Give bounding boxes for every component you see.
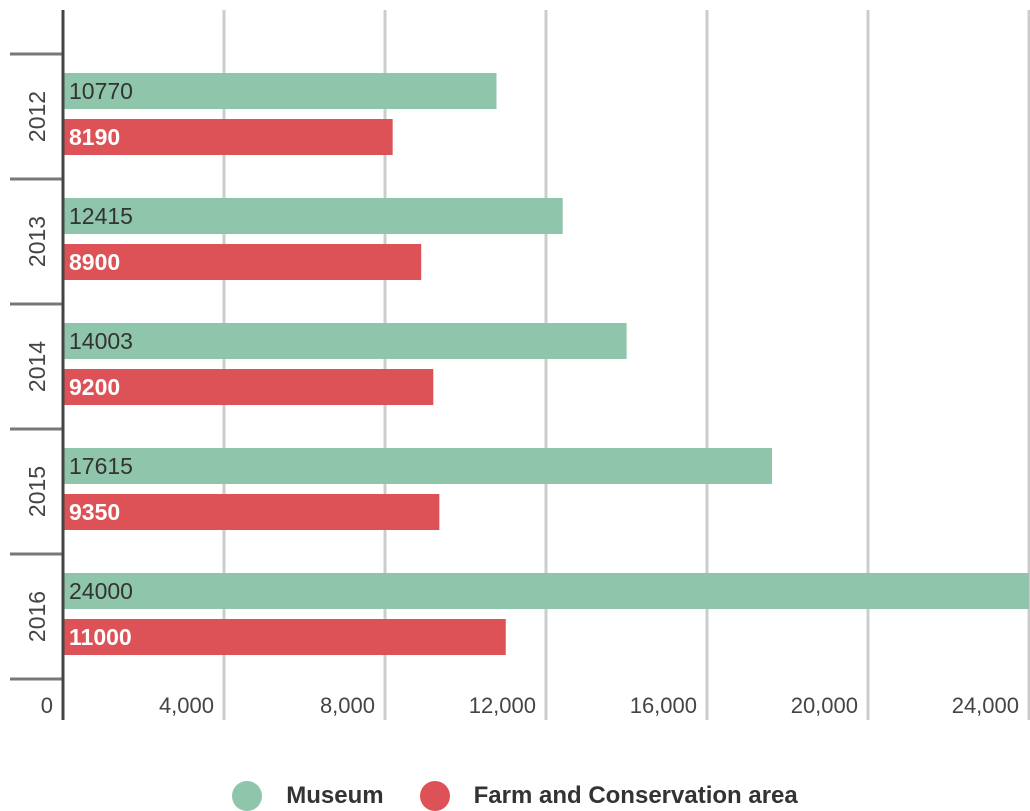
legend-swatch — [419, 780, 450, 811]
bar-farm — [63, 119, 393, 155]
bar-museum — [63, 573, 1029, 609]
bar-farm — [63, 244, 422, 280]
bar-data-label: 8190 — [69, 124, 120, 150]
bar-farm — [63, 494, 440, 530]
legend-label: Museum — [286, 781, 384, 809]
x-tick-label: 8,000 — [320, 693, 375, 718]
bar-data-label: 24000 — [69, 578, 133, 604]
bar-museum — [63, 323, 627, 359]
chart-svg: 10770 12415 14003 17615 24000 8190 8900 9200 935… — [10, 10, 1030, 720]
category-label: 2013 — [24, 216, 50, 267]
x-tick-label: 24,000 — [952, 693, 1019, 718]
category-label: 2014 — [24, 341, 50, 392]
bar-data-label: 14003 — [69, 328, 133, 354]
bar-data-label: 9350 — [69, 499, 120, 525]
legend: Museum Farm and Conservation area — [0, 780, 1030, 811]
category-label: 2015 — [24, 466, 50, 517]
x-tick-label: 0 — [41, 693, 53, 718]
bar-data-label: 8900 — [69, 249, 120, 275]
x-tick-label: 20,000 — [791, 693, 858, 718]
category-label: 2016 — [24, 591, 50, 642]
bar-museum — [63, 198, 563, 234]
bar-data-label: 10770 — [69, 78, 133, 104]
x-tick-label: 16,000 — [630, 693, 697, 718]
legend-item: Museum — [232, 780, 384, 811]
bar-data-label: 12415 — [69, 203, 133, 229]
bars: 10770 12415 14003 17615 24000 8190 8900 9200 935… — [63, 73, 1029, 655]
x-tick-label: 12,000 — [469, 693, 536, 718]
bar-data-label: 9200 — [69, 374, 120, 400]
legend-swatch — [232, 780, 263, 811]
category-label: 2012 — [24, 91, 50, 142]
bar-museum — [63, 448, 773, 484]
x-tick-label: 4,000 — [159, 693, 214, 718]
bar-museum — [63, 73, 497, 109]
bar-farm — [63, 369, 434, 405]
legend-label: Farm and Conservation area — [473, 781, 798, 809]
bar-data-label: 17615 — [69, 453, 133, 479]
legend-item: Farm and Conservation area — [419, 780, 798, 811]
bar-data-label: 11000 — [69, 624, 132, 650]
gridlines — [222, 10, 1030, 720]
axes: 0 4,000 8,000 12,000 16,000 20,000 24,000 2012 2… — [10, 10, 1019, 720]
bar-farm — [63, 619, 506, 655]
